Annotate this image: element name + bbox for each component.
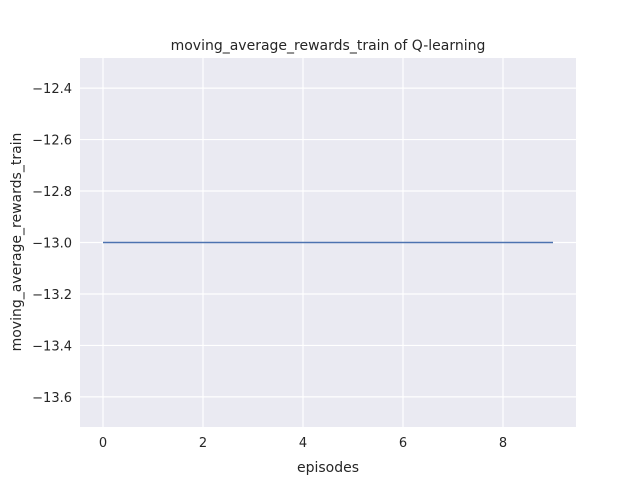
y-tick-label: −13.4 <box>32 339 72 354</box>
x-tick-label: 2 <box>199 436 207 451</box>
x-tick-label: 6 <box>399 436 407 451</box>
x-axis-label: episodes <box>297 460 359 476</box>
grid <box>80 58 576 427</box>
y-tick-label: −13.0 <box>32 237 72 252</box>
y-tick-label: −13.6 <box>32 391 72 406</box>
x-tick-label: 0 <box>99 436 107 451</box>
y-tick-label: −12.6 <box>32 134 72 149</box>
chart-title: moving_average_rewards_train of Q-learni… <box>171 38 486 54</box>
y-tick-label: −13.2 <box>32 288 72 303</box>
x-tick-label: 4 <box>299 436 307 451</box>
y-axis-label: moving_average_rewards_train <box>9 133 25 352</box>
tick-labels: 0 2 4 6 8 −12.4 −12.6 −12.8 −13.0 −13.2 −13.4 −13.6 <box>32 82 507 451</box>
y-tick-label: −12.4 <box>32 82 72 97</box>
y-tick-label: −12.8 <box>32 185 72 200</box>
x-tick-label: 8 <box>499 436 507 451</box>
